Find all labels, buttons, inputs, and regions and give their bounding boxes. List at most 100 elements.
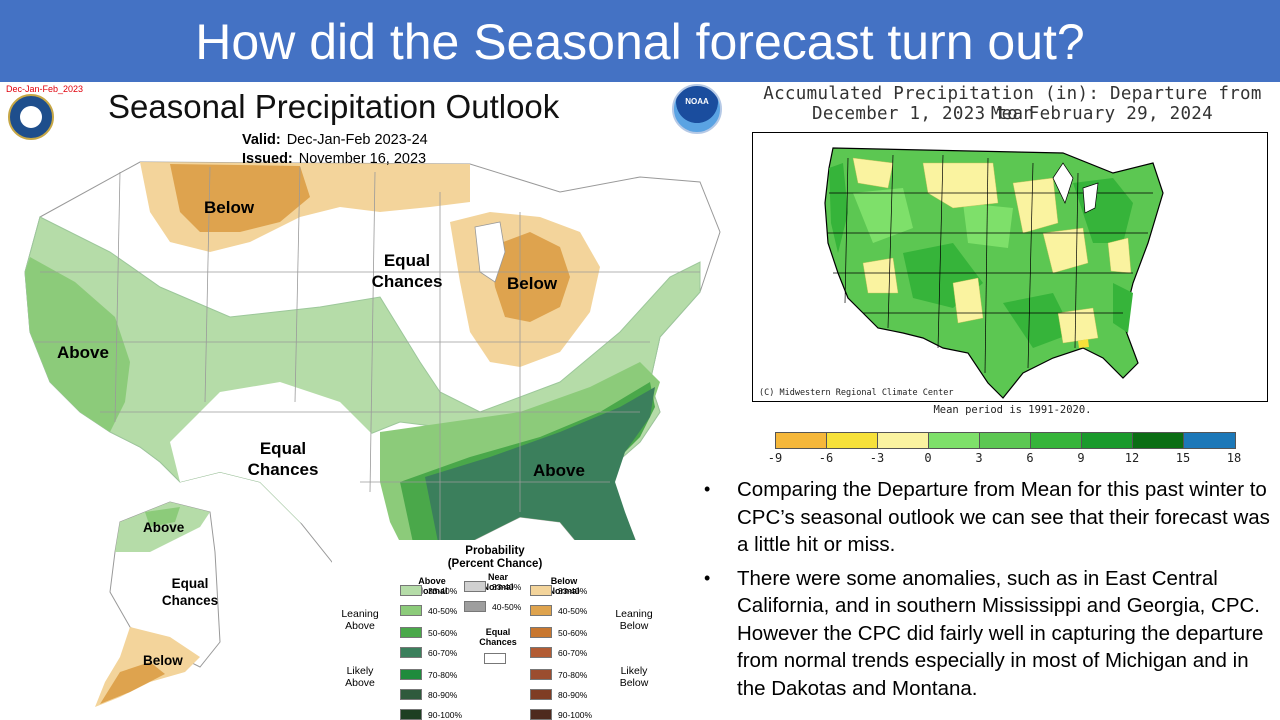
legend-below-swatch bbox=[530, 605, 552, 616]
legend-near-swatch bbox=[464, 581, 486, 592]
legend-equal-chances: Equal Chances bbox=[479, 627, 517, 647]
legend-leaning-above: Leaning Above bbox=[341, 608, 379, 632]
colorbar-segment bbox=[776, 433, 827, 448]
legend-below-range: 80-90% bbox=[558, 690, 588, 700]
colorbar-segment bbox=[1031, 433, 1082, 448]
legend-likely-below: Likely Below bbox=[619, 665, 649, 689]
label-above-west: Above bbox=[57, 343, 109, 362]
issued-line: Issued: November 16, 2023 bbox=[242, 151, 426, 167]
legend-below-range: 90-100% bbox=[558, 710, 593, 720]
legend-above-range: 40-50% bbox=[428, 606, 458, 616]
legend-below-swatch bbox=[530, 647, 552, 658]
label-above-southeast: Above bbox=[533, 461, 585, 480]
legend-near-range: 40-50% bbox=[492, 602, 522, 612]
valid-line: Valid: Dec-Jan-Feb 2023-24 bbox=[242, 132, 428, 148]
departure-title-line1: Accumulated Precipitation (in): Departur… bbox=[763, 84, 1262, 124]
valid-value: Dec-Jan-Feb 2023-24 bbox=[286, 132, 428, 148]
legend-near-swatch bbox=[464, 601, 486, 612]
legend-near-range: 33-40% bbox=[492, 582, 522, 592]
legend-leaning-below: Leaning Below bbox=[615, 608, 653, 632]
legend-below-range: 60-70% bbox=[558, 648, 588, 658]
colorbar-tick-label: -9 bbox=[767, 451, 783, 465]
legend-above-range: 80-90% bbox=[428, 690, 458, 700]
bullet-item: • Comparing the Departure from Mean for t… bbox=[702, 476, 1272, 559]
outlook-tag: Dec-Jan-Feb_2023 bbox=[6, 84, 84, 94]
bullet-list: • Comparing the Departure from Mean for t… bbox=[702, 476, 1272, 708]
departure-map: (C) Midwestern Regional Climate Center bbox=[752, 132, 1268, 402]
issued-value: November 16, 2023 bbox=[298, 151, 427, 167]
legend-above-swatch bbox=[400, 605, 422, 616]
bullet-text: There were some anomalies, such as in Ea… bbox=[737, 566, 1264, 700]
bullet-dot-icon: • bbox=[704, 567, 711, 588]
label-below-alaska: Below bbox=[143, 653, 183, 668]
colorbar-segment bbox=[1082, 433, 1133, 448]
legend-equal-swatch bbox=[484, 653, 506, 664]
legend-above-swatch bbox=[400, 689, 422, 700]
legend-below-range: 33-40% bbox=[558, 586, 588, 596]
issued-label: Issued: bbox=[242, 151, 293, 167]
departure-credit: (C) Midwestern Regional Climate Center bbox=[759, 388, 954, 398]
colorbar-segment bbox=[1133, 433, 1184, 448]
legend-below-swatch bbox=[530, 669, 552, 680]
commerce-seal-icon bbox=[8, 94, 54, 140]
colorbar-tick-label: 0 bbox=[924, 451, 932, 465]
colorbar-segment bbox=[980, 433, 1031, 448]
legend-above-swatch bbox=[400, 647, 422, 658]
legend-subtitle: (Percent Chance) bbox=[447, 558, 543, 570]
legend-near-head: Near Normal bbox=[482, 572, 514, 592]
legend-below-range: 70-80% bbox=[558, 670, 588, 680]
colorbar-tick-label: 15 bbox=[1175, 451, 1191, 465]
valid-label: Valid: bbox=[242, 132, 281, 148]
label-below-michigan: Below bbox=[507, 274, 558, 293]
seasonal-outlook-map: Dec-Jan-Feb_2023 Seasonal Precipitation … bbox=[0, 82, 745, 720]
label-equal-alaska: Equal Chances bbox=[161, 576, 219, 608]
noaa-logo-icon bbox=[672, 84, 722, 134]
colorbar-tick-label: -6 bbox=[818, 451, 834, 465]
bullet-item: • There were some anomalies, such as in E… bbox=[702, 565, 1272, 703]
legend-above-range: 50-60% bbox=[428, 628, 458, 638]
legend-above-swatch bbox=[400, 709, 422, 720]
slide-title: How did the Seasonal forecast turn out? bbox=[195, 14, 1085, 70]
colorbar-tick-label: 6 bbox=[1026, 451, 1034, 465]
probability-legend: Probability (Percent Chance) Above Norma… bbox=[332, 540, 653, 720]
colorbar-segment bbox=[929, 433, 980, 448]
departure-title-line2: December 1, 2023 to February 29, 2024 bbox=[812, 104, 1213, 124]
legend-below-swatch bbox=[530, 585, 552, 596]
noaa-logo-text: NOAA bbox=[685, 97, 709, 106]
colorbar-tick-label: 3 bbox=[975, 451, 983, 465]
bullet-dot-icon: • bbox=[704, 479, 711, 499]
legend-above-range: 33-40% bbox=[428, 586, 458, 596]
colorbar-segment bbox=[827, 433, 878, 448]
outlook-title: Seasonal Precipitation Outlook bbox=[108, 88, 560, 125]
legend-likely-above: Likely Above bbox=[345, 665, 375, 689]
departure-colorbar bbox=[775, 432, 1236, 449]
label-below-north: Below bbox=[204, 198, 255, 217]
legend-above-swatch bbox=[400, 585, 422, 596]
legend-title: Probability bbox=[465, 545, 525, 557]
legend-below-swatch bbox=[530, 627, 552, 638]
colorbar-segment bbox=[1184, 433, 1235, 448]
legend-above-range: 70-80% bbox=[428, 670, 458, 680]
legend-below-swatch bbox=[530, 709, 552, 720]
colorbar-segment bbox=[878, 433, 929, 448]
label-equal-center: Equal Chances bbox=[371, 251, 443, 291]
colorbar-tick-label: -3 bbox=[869, 451, 885, 465]
legend-below-swatch bbox=[530, 689, 552, 700]
mean-period: Mean period is 1991-2020. bbox=[933, 404, 1092, 416]
legend-above-range: 60-70% bbox=[428, 648, 458, 658]
colorbar-tick-label: 18 bbox=[1226, 451, 1242, 465]
legend-below-range: 50-60% bbox=[558, 628, 588, 638]
outlook-map-graphic bbox=[24, 161, 721, 707]
colorbar-tick-label: 12 bbox=[1124, 451, 1140, 465]
bullet-text: Comparing the Departure from Mean for th… bbox=[737, 478, 1270, 556]
legend-above-range: 90-100% bbox=[428, 710, 463, 720]
departure-panel: Accumulated Precipitation (in): Departur… bbox=[745, 82, 1280, 720]
label-equal-south: Equal Chances bbox=[247, 439, 319, 479]
legend-above-swatch bbox=[400, 669, 422, 680]
legend-below-range: 40-50% bbox=[558, 606, 588, 616]
label-above-alaska: Above bbox=[143, 520, 185, 535]
legend-above-head: Above Normal bbox=[416, 576, 448, 596]
legend-below-head: Below Normal bbox=[548, 576, 580, 596]
departure-map-graphic bbox=[824, 147, 1164, 399]
title-bar: How did the Seasonal forecast turn out? bbox=[0, 0, 1280, 82]
